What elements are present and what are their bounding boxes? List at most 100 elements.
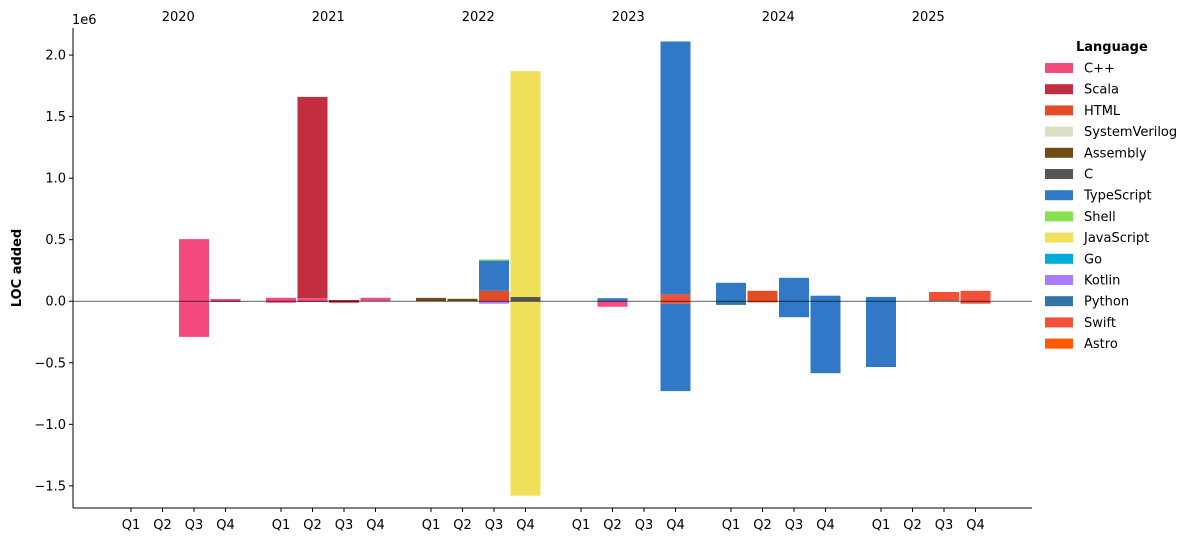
- bar-segment-2023-Q4-typescript-1: [660, 41, 691, 295]
- x-tick-label-quarter: Q2: [603, 518, 622, 533]
- legend-swatch: [1045, 169, 1073, 179]
- legend-label: SystemVerilog: [1084, 125, 1177, 140]
- x-tick-label-quarter: Q4: [966, 518, 985, 533]
- legend-swatch: [1045, 211, 1073, 222]
- x-tick-label-quarter: Q2: [903, 518, 922, 533]
- x-tick-label-quarter: Q1: [872, 518, 891, 533]
- legend-label: JavaScript: [1083, 231, 1149, 246]
- legend-swatch: [1045, 338, 1073, 349]
- legend-swatch: [1045, 63, 1073, 73]
- bar-segment-2021-Q3-scala-0: [329, 300, 359, 302]
- bar-segment-2021-Q2-c-2: [297, 301, 328, 302]
- bar-segment-2024-Q1-python-1: [716, 301, 746, 305]
- legend-label: HTML: [1084, 104, 1121, 119]
- x-tick-label-quarter: Q1: [572, 518, 591, 533]
- legend-label: Astro: [1084, 337, 1118, 352]
- bar-segment-2021-Q2-c-0: [297, 298, 328, 302]
- bar-segment-2024-Q1-typescript-0: [716, 282, 746, 302]
- bar-segment-2024-Q3-typescript-0: [779, 277, 809, 302]
- bar-segment-2021-Q2-scala-1: [297, 96, 328, 299]
- bar-segment-2023-Q2-c-1: [597, 301, 628, 307]
- bar-segment-2023-Q4-swift-2: [660, 301, 691, 304]
- year-group-label: 2025: [912, 10, 945, 25]
- legend-title: Language: [1076, 40, 1148, 55]
- x-tick-label-quarter: Q3: [635, 518, 654, 533]
- legend-swatch: [1045, 126, 1073, 137]
- legend-label: Shell: [1084, 210, 1116, 225]
- x-tick-label-quarter: Q3: [785, 518, 804, 533]
- y-tick-label: −1.5: [34, 479, 66, 494]
- y-tick-label: 2.0: [45, 49, 66, 64]
- x-tick-label-quarter: Q3: [335, 518, 354, 533]
- x-tick-label-quarter: Q4: [516, 518, 535, 533]
- y-tick-label: −0.5: [34, 356, 66, 371]
- bar-segment-2022-Q3-html-0: [479, 290, 509, 302]
- y-axis-label: LOC added: [10, 229, 25, 307]
- x-tick-label-quarter: Q2: [453, 518, 472, 533]
- legend-swatch: [1045, 275, 1073, 285]
- bar-segment-2025-Q4-swift-1: [960, 301, 991, 304]
- bar-segment-2021-Q3-scala-1: [329, 301, 359, 303]
- x-tick-label-quarter: Q2: [153, 518, 172, 533]
- bar-segment-2022-Q3-kotlin-3: [479, 301, 509, 304]
- x-tick-label-quarter: Q3: [185, 518, 204, 533]
- bar-segment-2022-Q1-assembly-0: [416, 297, 446, 302]
- bar-segment-2025-Q3-swift-0: [929, 292, 959, 302]
- x-labels-layer: Q1 Q2 Q3 Q4 2020 Q1 Q2 Q3 Q4 2021 Q1 Q2 Q3 Q4 2022 Q1 Q2…: [122, 10, 985, 533]
- bar-segment-2025-Q1-typescript-1: [866, 301, 896, 367]
- legend-label: Python: [1084, 295, 1129, 310]
- legend-label: C++: [1084, 62, 1115, 77]
- y-tick-label: 0.5: [45, 233, 66, 248]
- bar-segment-2024-Q4-typescript-0: [810, 295, 841, 302]
- bar-segment-2020-Q4-c-1: [210, 301, 241, 302]
- bar-segment-2022-Q4-javascript-1: [510, 71, 541, 297]
- legend-swatch: [1045, 147, 1073, 158]
- legend-swatch: [1045, 190, 1073, 201]
- year-group-label: 2022: [462, 10, 495, 25]
- bar-segment-2020-Q3-c-1: [179, 301, 209, 337]
- y-tick-label: −1.0: [34, 418, 66, 433]
- legend-swatch: [1045, 105, 1073, 116]
- bar-segment-2022-Q2-assembly-0: [447, 298, 478, 302]
- x-tick-label-quarter: Q1: [272, 518, 291, 533]
- bar-segment-2024-Q4-typescript-1: [810, 301, 841, 374]
- legend-label: Scala: [1084, 83, 1119, 98]
- bar-segment-2021-Q1-c-1: [266, 301, 296, 303]
- x-tick-label-quarter: Q4: [666, 518, 685, 533]
- year-group-label: 2024: [762, 10, 795, 25]
- year-group-label: 2023: [612, 10, 645, 25]
- x-tick-label-quarter: Q2: [753, 518, 772, 533]
- x-tick-label-quarter: Q4: [366, 518, 385, 533]
- y-tick-label: 0.0: [45, 295, 66, 310]
- year-group-label: 2020: [162, 10, 195, 25]
- legend-label: Go: [1084, 252, 1102, 267]
- legend-swatch: [1045, 253, 1073, 264]
- bars-layer: [179, 41, 991, 496]
- bar-segment-2024-Q2-html-0: [747, 290, 778, 302]
- legend-label: C: [1084, 168, 1093, 183]
- bar-segment-2021-Q4-c-0: [360, 297, 391, 302]
- legend-label: Kotlin: [1084, 274, 1120, 289]
- legend-label: Assembly: [1084, 146, 1147, 161]
- x-tick-label-quarter: Q4: [816, 518, 835, 533]
- x-tick-label-quarter: Q4: [216, 518, 235, 533]
- bar-segment-2023-Q4-typescript-3: [660, 303, 691, 392]
- bar-segment-2024-Q2-html-1: [747, 301, 778, 303]
- bar-segment-2021-Q1-c-0: [266, 297, 296, 302]
- y-axis-offset-label: 1e6: [72, 13, 97, 28]
- bar-segment-2024-Q3-typescript-1: [779, 301, 809, 318]
- bar-segment-2023-Q4-swift-0: [660, 294, 691, 302]
- bar-segment-2020-Q3-c-0: [179, 239, 209, 302]
- legend: Language C++ Scala HTML SystemVerilog Assembl…: [1045, 40, 1177, 352]
- legend-swatch: [1045, 84, 1073, 95]
- y-tick-label: 1.0: [45, 172, 66, 187]
- legend-swatch: [1045, 317, 1073, 328]
- bar-segment-2023-Q2-typescript-0: [597, 298, 628, 302]
- bar-segment-2022-Q4-c-0: [510, 296, 541, 302]
- x-tick-label-quarter: Q1: [722, 518, 741, 533]
- y-tick-label: 1.5: [45, 110, 66, 125]
- x-tick-label-quarter: Q1: [122, 518, 141, 533]
- x-tick-label-quarter: Q2: [303, 518, 322, 533]
- bar-segment-2025-Q4-swift-0: [960, 290, 991, 302]
- bar-segment-2022-Q4-javascript-2: [510, 301, 541, 496]
